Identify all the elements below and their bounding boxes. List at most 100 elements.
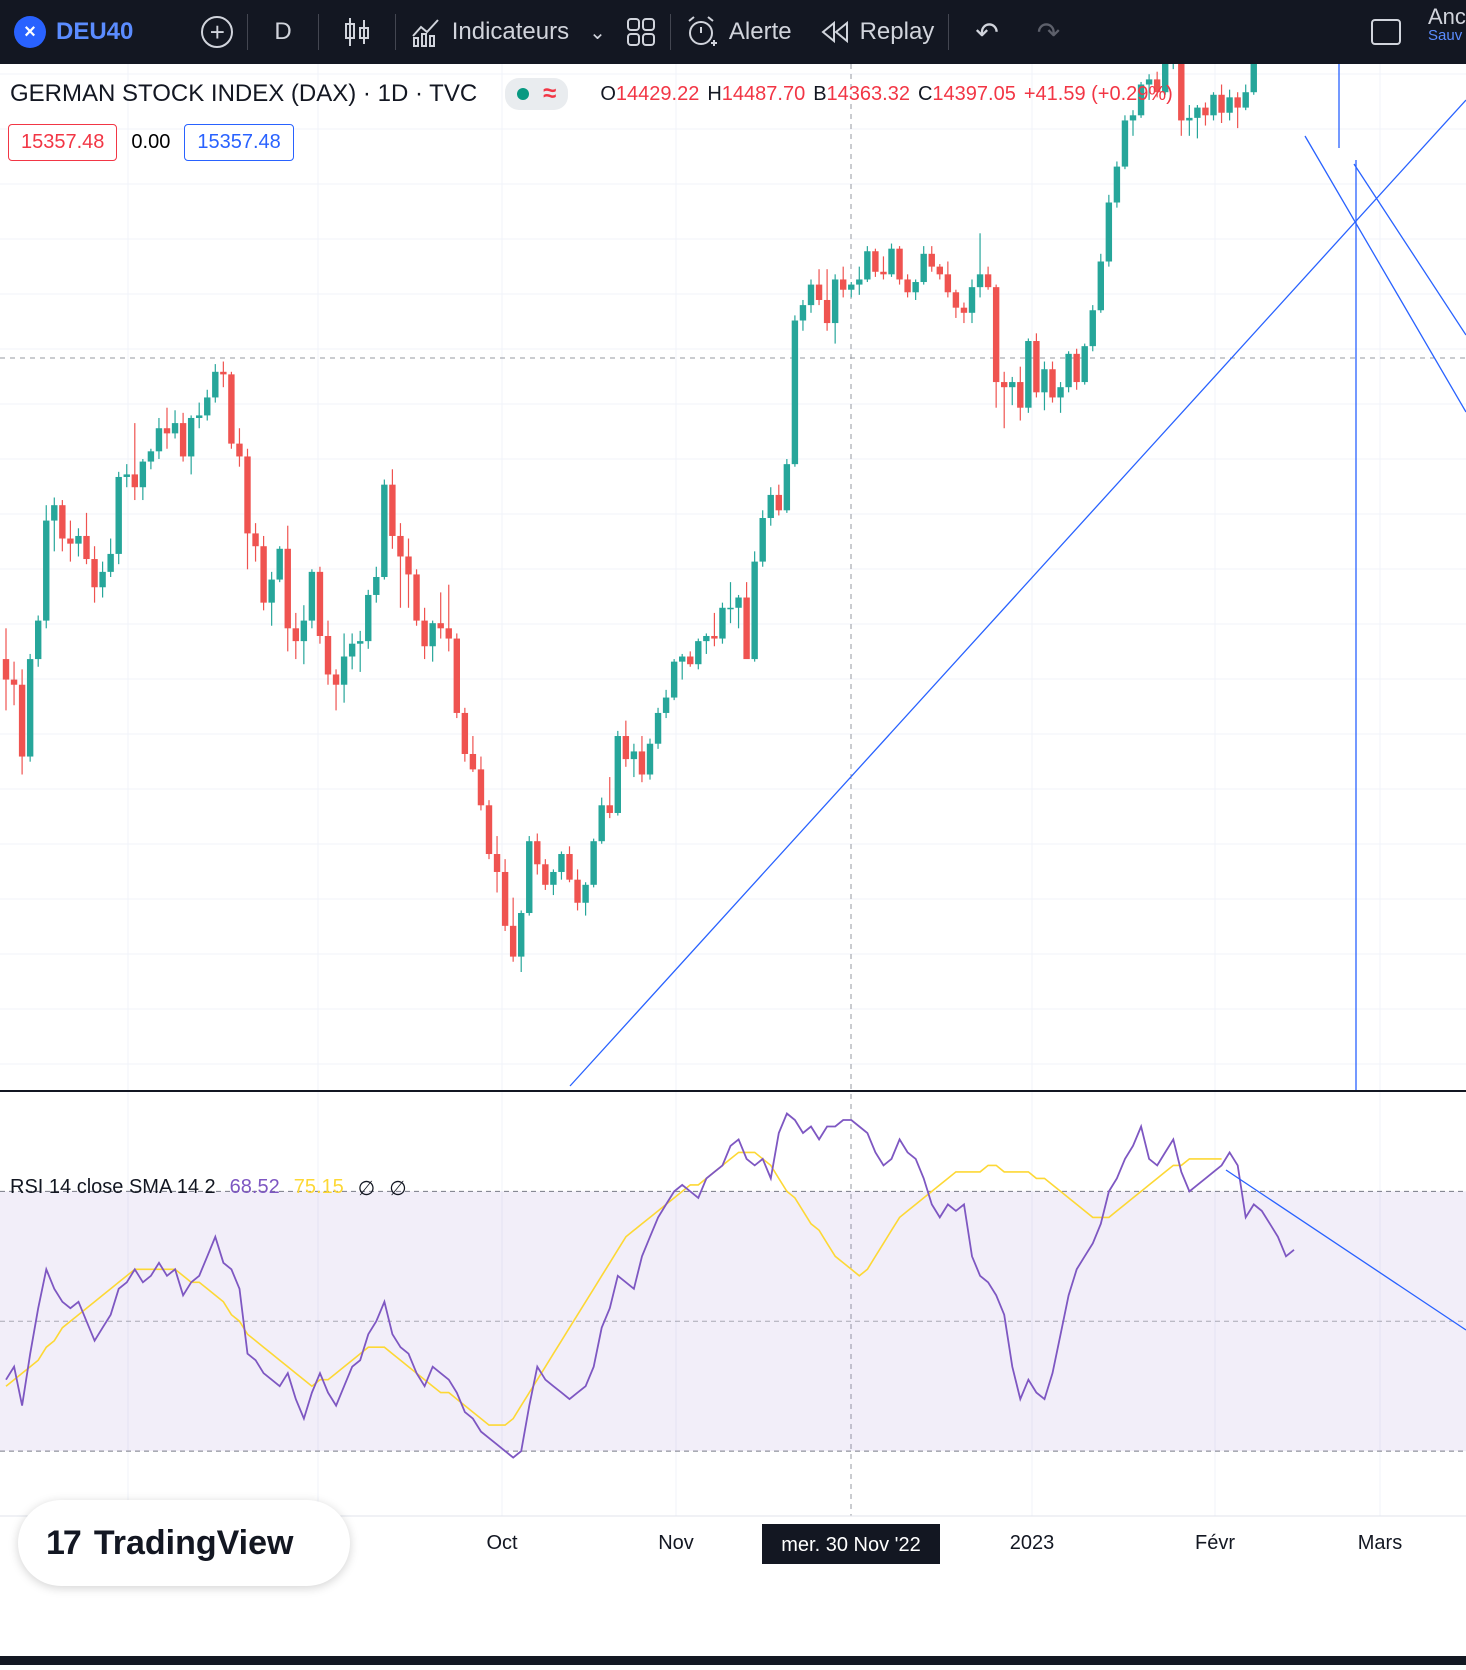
candle-body [936, 266, 943, 275]
candle-body [453, 638, 460, 713]
rsi-title: RSI 14 close SMA 14 2 [10, 1176, 216, 1198]
templates-dropdown[interactable]: ⌄ [583, 0, 612, 64]
measure-mid-value: 0.00 [131, 131, 171, 153]
x-axis-tick-label: Févr [1195, 1532, 1235, 1554]
candles-icon [344, 18, 369, 46]
chart-type-button[interactable] [319, 0, 395, 64]
candle-body [365, 594, 372, 642]
candle-body [856, 279, 863, 285]
measure-values: 15357.48 0.00 15357.48 [8, 124, 294, 161]
candle-body [179, 423, 187, 457]
candle-body [373, 577, 380, 595]
candle-body [1202, 107, 1209, 116]
candle-body [1194, 107, 1201, 118]
rsi-legend: RSI 14 close SMA 14 2 68.52 75.15 ∅ ∅ [10, 1176, 407, 1201]
candle-body [107, 553, 114, 572]
candle-body [67, 538, 74, 544]
save-status: Sauv [1428, 27, 1463, 43]
low-label: B [813, 82, 827, 105]
candle-body [348, 643, 356, 657]
candle-body [711, 635, 718, 639]
candle-body [984, 274, 992, 288]
rsi-trendline [1225, 1169, 1466, 1331]
candle-body [493, 854, 501, 872]
undo-button[interactable]: ↶ [949, 0, 1024, 64]
candle-body [1210, 94, 1217, 116]
candle-body [896, 248, 903, 280]
candle-body [1242, 92, 1249, 108]
candle-body [1033, 341, 1040, 393]
rsi-empty-1: ∅ [357, 1178, 376, 1200]
candle-body [1178, 56, 1185, 121]
candle-body [1186, 117, 1193, 121]
candle-body [574, 879, 581, 903]
candle-body [759, 518, 766, 562]
candle-body [783, 464, 791, 511]
alert-label: Alerte [728, 18, 792, 45]
candle-body [1001, 382, 1008, 388]
candle-body [566, 854, 573, 880]
symbol-label: DEU40 [56, 18, 134, 45]
candle-body [944, 274, 952, 293]
candle-body [389, 484, 396, 536]
replay-button[interactable]: Replay [806, 0, 949, 64]
tradingview-watermark[interactable]: 17 TradingView [18, 1500, 350, 1586]
toolbar-divider [394, 14, 396, 50]
status-pill[interactable]: ≈ [505, 78, 569, 110]
plus-circle-icon: + [201, 16, 234, 48]
candle-body [590, 841, 597, 885]
symbol-search[interactable]: × DEU40 [0, 0, 147, 64]
candle-body [340, 656, 348, 685]
candle-body [171, 423, 179, 434]
candle-body [735, 597, 742, 608]
candle-body [2, 659, 10, 680]
rsi-value: 68.52 [229, 1176, 280, 1198]
compare-button[interactable]: + [187, 0, 247, 64]
candle-body [848, 284, 855, 290]
candle-body [316, 571, 324, 636]
candle-body [381, 484, 388, 577]
measure-right-value: 15357.48 [184, 124, 294, 161]
candle-body [485, 805, 493, 855]
x-axis-tick-label: Nov [658, 1532, 694, 1554]
market-open-dot-icon [517, 88, 530, 100]
candle-body [357, 641, 364, 644]
candle-body [187, 417, 195, 457]
layouts-button[interactable] [612, 0, 670, 64]
candle-body [992, 287, 1000, 383]
candle-body [815, 284, 823, 300]
candle-body [888, 248, 895, 275]
candle-body [606, 805, 613, 813]
candle-body [397, 535, 404, 557]
indicators-button[interactable]: Indicateurs [396, 0, 583, 64]
fullscreen-button[interactable] [1356, 0, 1416, 64]
candle-body [1065, 353, 1072, 388]
candle-body [1009, 382, 1016, 388]
candle-body [904, 279, 911, 293]
interval-button[interactable]: D [248, 0, 317, 64]
candle-body [952, 292, 960, 308]
candle-body [912, 282, 919, 293]
square-icon [1371, 19, 1401, 45]
rsi-empty-2: ∅ [389, 1178, 407, 1200]
trendline-support [569, 99, 1466, 1087]
candle-body [1089, 310, 1096, 347]
candle-body [1097, 261, 1104, 311]
candle-body [1162, 58, 1169, 93]
undo-icon: ↶ [975, 16, 999, 48]
candle-body [1121, 120, 1129, 167]
redo-button[interactable]: ↷ [1025, 0, 1072, 64]
save-layout-button[interactable]: Anc Sauv [1428, 6, 1466, 43]
low-value: 14363.32 [826, 82, 910, 105]
candle-body [550, 871, 557, 885]
alert-button[interactable]: Alerte [671, 0, 806, 64]
instrument-title: GERMAN STOCK INDEX (DAX) · 1D · TVC [10, 80, 478, 107]
candle-body [638, 751, 646, 775]
candle-body [542, 864, 549, 885]
candle-body [1129, 115, 1137, 121]
sma-value: 75.15 [293, 1176, 344, 1198]
toolbar-divider [317, 14, 319, 50]
candle-body [646, 743, 654, 775]
